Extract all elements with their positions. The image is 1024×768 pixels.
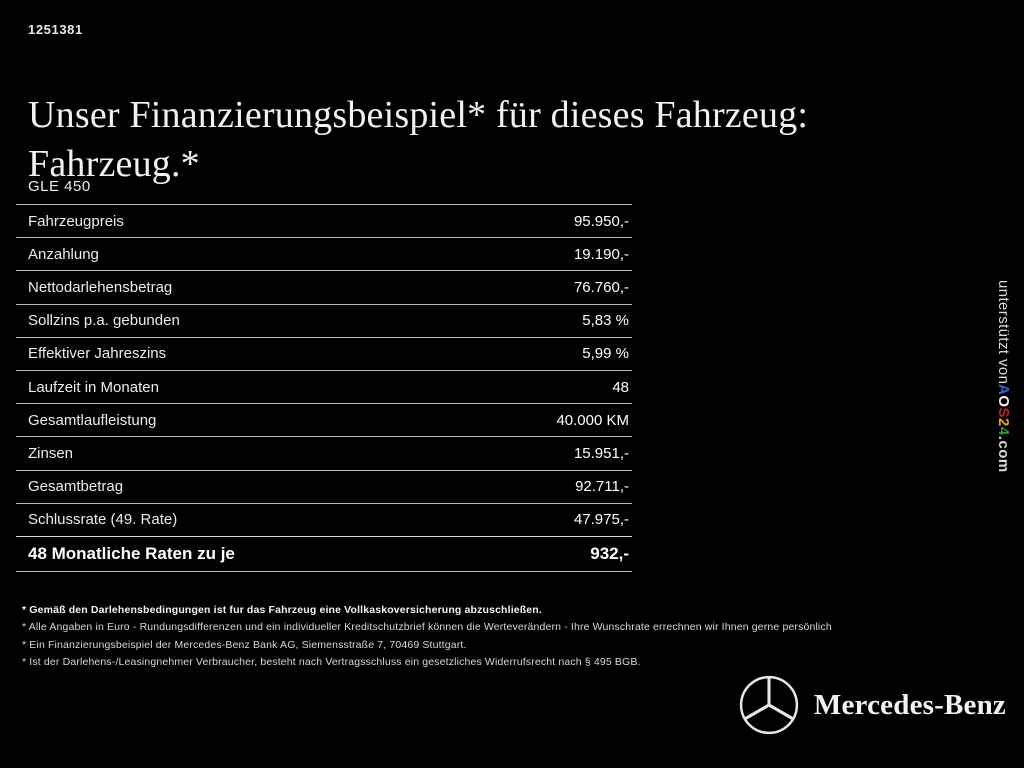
table-row: Laufzeit in Monaten 48: [16, 369, 632, 403]
row-value: 76.760,-: [573, 278, 629, 296]
table-row-total: 48 Monatliche Raten zu je 932,-: [16, 535, 632, 572]
row-value: 95.950,-: [573, 212, 629, 230]
table-row: Zinsen 15.951,-: [16, 436, 632, 469]
sponsor-brand: AOS24.com: [995, 384, 1012, 473]
sponsor-letter-o: O: [995, 395, 1012, 408]
footnote-item: * Gemäß den Darlehensbedingungen ist fur…: [22, 604, 542, 616]
table-row: Nettodarlehensbetrag 76.760,-: [16, 270, 632, 303]
row-value: 48: [612, 378, 629, 396]
table-row: Schlussrate (49. Rate) 47.975,-: [16, 502, 632, 536]
sponsor-tld: .com: [995, 436, 1012, 474]
record-id: 1251381: [28, 22, 83, 37]
table-row: Fahrzeugpreis 95.950,-: [16, 204, 632, 237]
table-row: Gesamtlaufleistung 40.000 KM: [16, 403, 632, 436]
footnote-item: * Alle Angaben in Euro - Rundungsdiffere…: [22, 621, 832, 634]
finance-details-table: Fahrzeugpreis 95.950,- Anzahlung 19.190,…: [16, 204, 632, 572]
sponsor-letter-a: A: [995, 384, 1012, 396]
total-label: 48 Monatliche Raten zu je: [28, 543, 235, 563]
sponsor-prefix: unterstützt von: [995, 280, 1012, 385]
row-label: Nettodarlehensbetrag: [28, 278, 173, 296]
row-label: Schlussrate (49. Rate): [28, 511, 178, 529]
row-label: Gesamtbetrag: [28, 478, 124, 496]
row-label: Zinsen: [28, 444, 74, 462]
row-value: 19.190,-: [573, 245, 629, 263]
vehicle-model-label: GLE 450: [28, 178, 91, 195]
row-value: 40.000 KM: [556, 411, 629, 429]
row-value: 5,83 %: [582, 312, 629, 330]
row-label: Fahrzeugpreis: [28, 212, 124, 230]
brand-lockup: Mercedes-Benz: [738, 674, 1006, 736]
row-label: Laufzeit in Monaten: [28, 378, 159, 396]
row-value: 15.951,-: [573, 444, 629, 462]
table-row: Effektiver Jahreszins 5,99 %: [16, 336, 632, 370]
footnote-item: * Ist der Darlehens-/Leasingnehmer Verbr…: [22, 655, 641, 668]
sponsor-letter-four: 4: [995, 427, 1012, 437]
mercedes-benz-wordmark: Mercedes-Benz: [813, 688, 1006, 721]
table-row: Sollzins p.a. gebunden 5,83 %: [16, 303, 632, 337]
mercedes-star-icon: [739, 675, 799, 735]
table-row: Gesamtbetrag 92.711,-: [16, 469, 632, 503]
footnote-item: * Ein Finanzierungsbeispiel der Mercedes…: [22, 638, 467, 651]
table-row: Anzahlung 19.190,-: [16, 237, 632, 270]
row-value: 92.711,-: [575, 478, 629, 496]
row-value: 47.975,-: [573, 511, 629, 529]
row-label: Effektiver Jahreszins: [28, 345, 167, 363]
page-title: Unser Finanzierungsbeispiel* für dieses …: [28, 94, 809, 186]
row-value: 5,99 %: [582, 345, 629, 363]
row-label: Gesamtlaufleistung: [28, 411, 157, 429]
row-label: Anzahlung: [28, 245, 99, 263]
row-label: Sollzins p.a. gebunden: [28, 312, 180, 330]
total-value: 932,-: [590, 543, 629, 563]
sponsor-letter-two: 2: [995, 418, 1012, 428]
sponsor-credit: unterstützt von AOS24.com: [982, 280, 1012, 570]
sponsor-letter-s: S: [995, 407, 1012, 419]
footnotes: * Gemäß den Darlehensbedingungen ist fur…: [22, 602, 1007, 671]
